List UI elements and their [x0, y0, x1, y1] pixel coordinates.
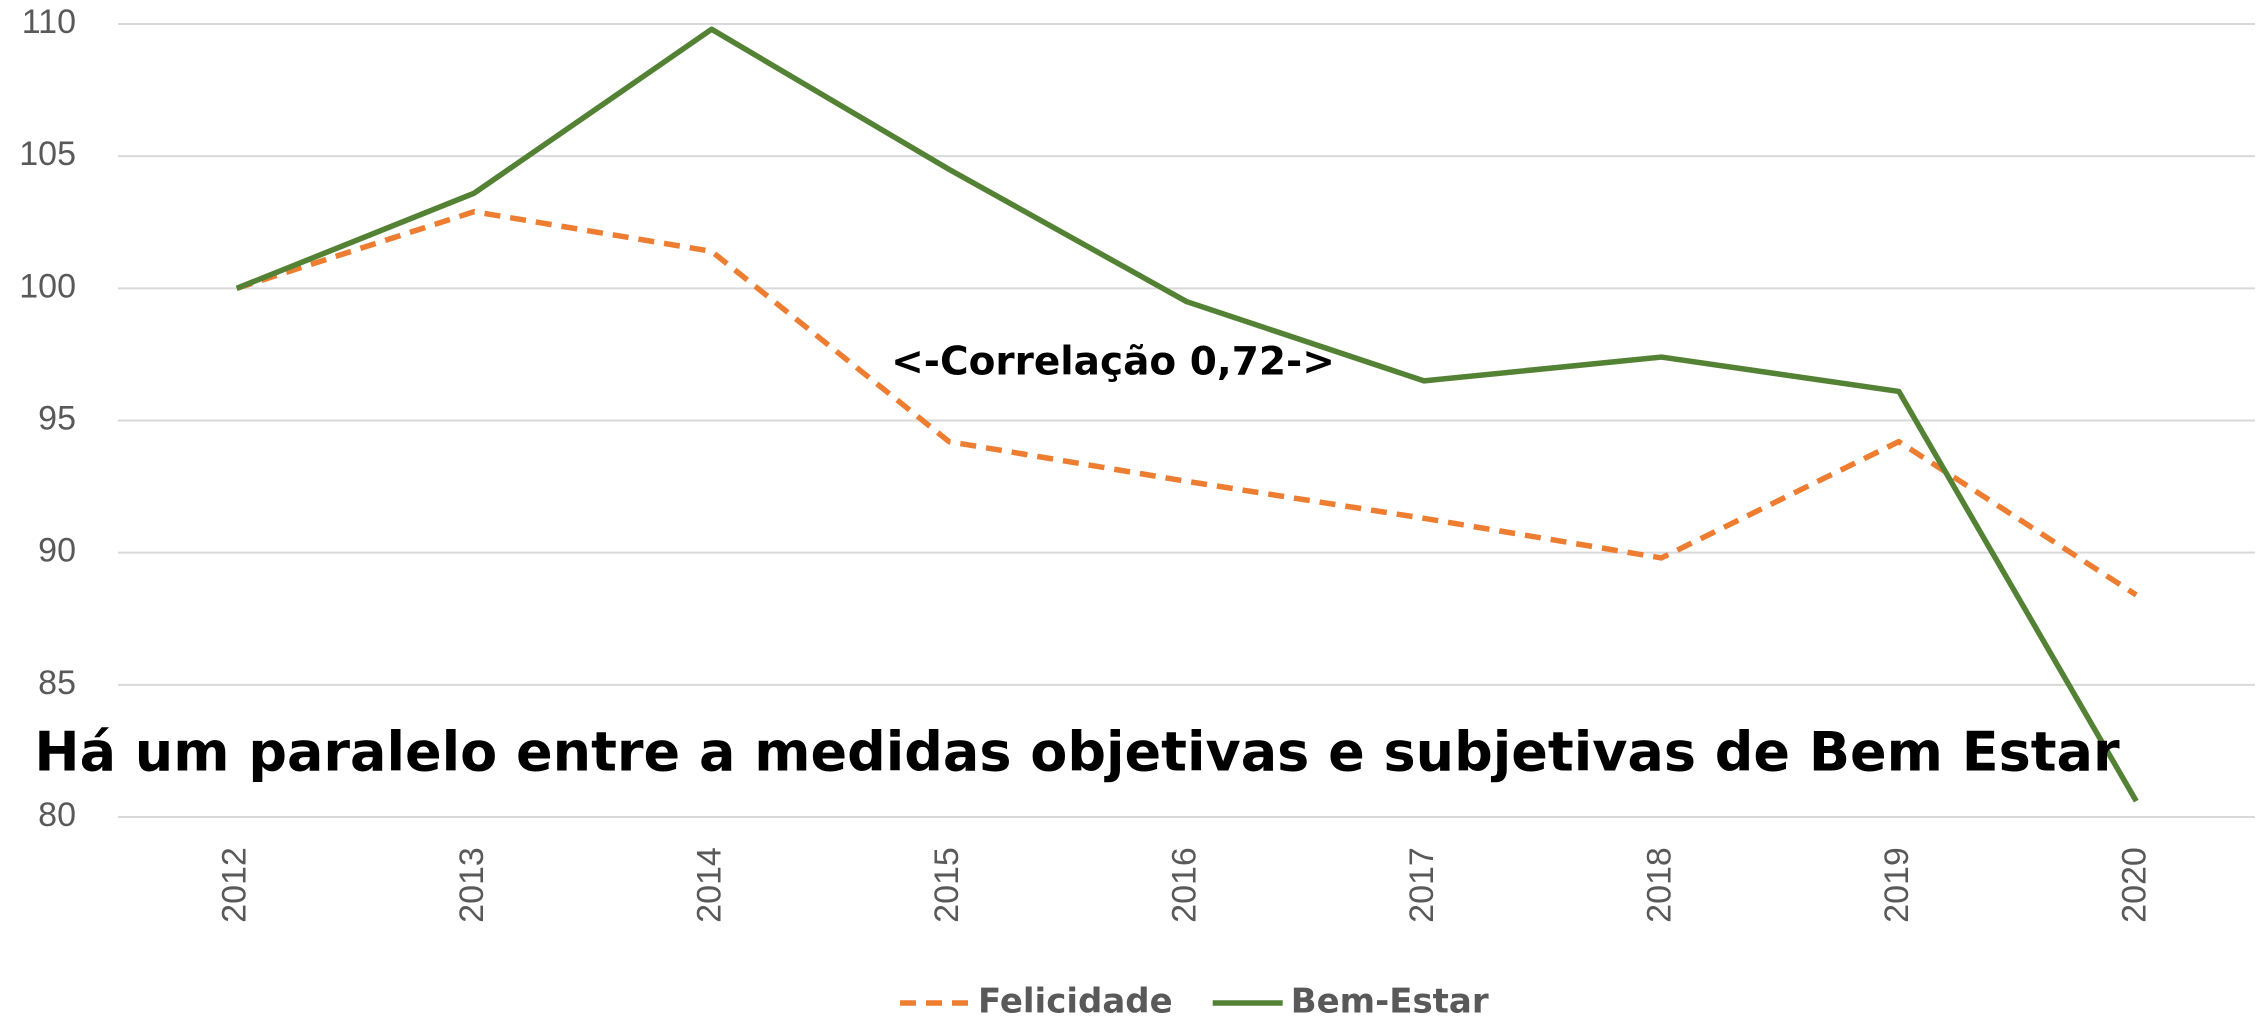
legend-label: Bem-Estar: [1291, 982, 1489, 1021]
x-tick-label: 2013: [453, 847, 491, 923]
x-tick-label: 2019: [1878, 847, 1916, 923]
x-tick-label: 2015: [928, 847, 966, 923]
y-tick-label: 95: [38, 399, 76, 437]
line-series: [235, 208, 2138, 598]
x-tick-label: 2018: [1640, 847, 1678, 923]
x-tick-label: 2017: [1403, 847, 1441, 923]
y-tick-label: 80: [38, 796, 76, 834]
y-tick-label: 100: [19, 267, 76, 305]
y-tick-label: 85: [38, 664, 76, 702]
x-tick-label: 2020: [2115, 847, 2153, 923]
x-tick-label: 2012: [216, 847, 254, 923]
y-tick-label: 105: [19, 135, 76, 173]
annotation: <-Correlação 0,72->: [891, 340, 1335, 385]
annotation: Há um paralelo entre a medidas objetivas…: [34, 721, 2120, 784]
legend-label: Felicidade: [978, 982, 1173, 1021]
x-tick-label: 2014: [691, 847, 729, 923]
y-tick-label: 110: [22, 3, 76, 41]
line-series: [235, 26, 2139, 803]
y-tick-label: 90: [38, 532, 76, 570]
x-tick-label: 2016: [1165, 847, 1203, 923]
